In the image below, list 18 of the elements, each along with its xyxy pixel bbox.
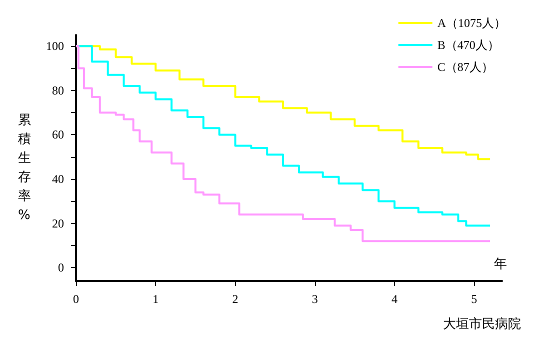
y-tick-label: 40 bbox=[52, 172, 64, 186]
text: 大垣市民病院 bbox=[443, 317, 521, 332]
x-tick-label: 4 bbox=[392, 292, 398, 306]
x-tick-label: 0 bbox=[73, 292, 79, 306]
legend-label: A（1075人） bbox=[437, 16, 506, 30]
x-tick-label: 5 bbox=[471, 292, 478, 306]
x-axis-title: 年 bbox=[494, 257, 507, 272]
y-tick-label: 20 bbox=[52, 216, 64, 230]
y-tick-label: 0 bbox=[58, 260, 64, 275]
y-axis-title: 累積生存率% bbox=[18, 113, 31, 223]
x-tick-label: 1 bbox=[152, 292, 159, 306]
x-tick-label: 2 bbox=[232, 292, 238, 306]
y-tick-label: 80 bbox=[52, 83, 64, 98]
legend-label: B（470人） bbox=[437, 38, 500, 52]
x-tick-label: 3 bbox=[312, 292, 318, 306]
y-tick-label: 100 bbox=[46, 39, 64, 54]
y-tick-label: 60 bbox=[52, 128, 64, 142]
legend-label: C（87人） bbox=[437, 60, 494, 74]
